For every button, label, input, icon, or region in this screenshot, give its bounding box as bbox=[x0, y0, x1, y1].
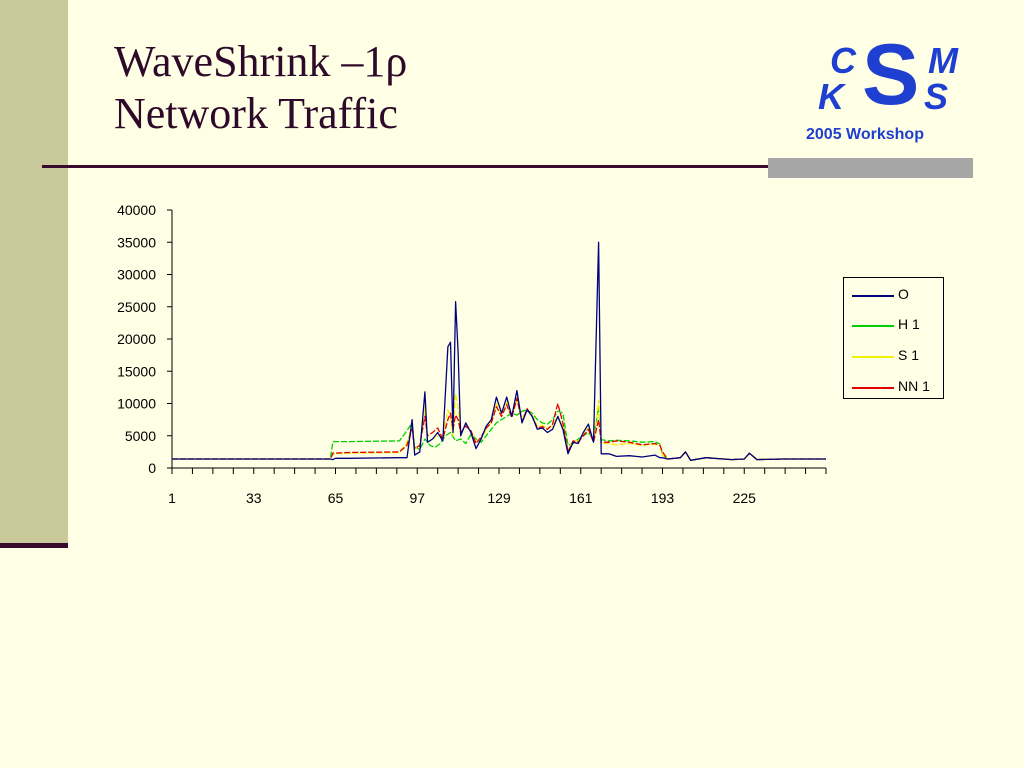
x-tick-label: 97 bbox=[409, 490, 425, 506]
legend-label-nn1: NN 1 bbox=[898, 378, 930, 394]
logo-workshop-label: 2005 Workshop bbox=[806, 126, 924, 143]
y-tick-label: 10000 bbox=[117, 396, 156, 412]
csks-logo: C K S M S 2005 Workshop bbox=[800, 32, 970, 148]
chart-legend: O H 1 S 1 NN 1 bbox=[843, 277, 944, 399]
series-line-o bbox=[172, 241, 826, 461]
series-line-h1 bbox=[172, 406, 826, 461]
x-tick-label: 193 bbox=[651, 490, 675, 506]
left-decor-bar bbox=[0, 543, 68, 548]
legend-swatch-s1 bbox=[852, 356, 894, 358]
legend-swatch-o bbox=[852, 295, 894, 297]
legend-item: NN 1 bbox=[852, 377, 942, 397]
legend-label-s1: S 1 bbox=[898, 347, 920, 363]
x-tick-label: 129 bbox=[487, 490, 511, 506]
logo-letter-s-small: S bbox=[924, 76, 949, 117]
header-rule bbox=[42, 165, 972, 168]
x-tick-label: 225 bbox=[733, 490, 757, 506]
y-tick-label: 25000 bbox=[117, 299, 156, 315]
y-tick-label: 40000 bbox=[117, 202, 156, 218]
legend-swatch-nn1 bbox=[852, 387, 894, 389]
logo-letter-c: C bbox=[830, 40, 856, 81]
x-tick-label: 65 bbox=[328, 490, 344, 506]
series-line-nn1 bbox=[172, 397, 826, 461]
legend-swatch-h1 bbox=[852, 325, 894, 327]
y-tick-label: 35000 bbox=[117, 234, 156, 250]
y-tick-label: 20000 bbox=[117, 331, 156, 347]
y-tick-label: 5000 bbox=[125, 428, 156, 444]
legend-item: O bbox=[852, 285, 942, 305]
legend-item: S 1 bbox=[852, 346, 942, 366]
legend-label-o: O bbox=[898, 286, 909, 302]
y-tick-label: 30000 bbox=[117, 267, 156, 283]
slide-title-line1: WaveShrink –1ρ bbox=[114, 37, 408, 86]
logo-letter-m: M bbox=[928, 40, 958, 81]
y-tick-label: 15000 bbox=[117, 363, 156, 379]
x-tick-label: 161 bbox=[569, 490, 593, 506]
x-tick-label: 33 bbox=[246, 490, 262, 506]
left-decor-band bbox=[0, 0, 68, 545]
legend-item: H 1 bbox=[852, 315, 942, 335]
x-tick-label: 1 bbox=[168, 490, 176, 506]
header-gray-accent bbox=[768, 158, 973, 178]
logo-letter-s-large: S bbox=[862, 27, 920, 123]
logo-letter-k: K bbox=[818, 76, 844, 117]
slide-title: WaveShrink –1ρ Network Traffic bbox=[114, 36, 407, 140]
legend-label-h1: H 1 bbox=[898, 316, 920, 332]
y-tick-label: 0 bbox=[148, 460, 156, 476]
slide-title-line2: Network Traffic bbox=[114, 89, 398, 138]
